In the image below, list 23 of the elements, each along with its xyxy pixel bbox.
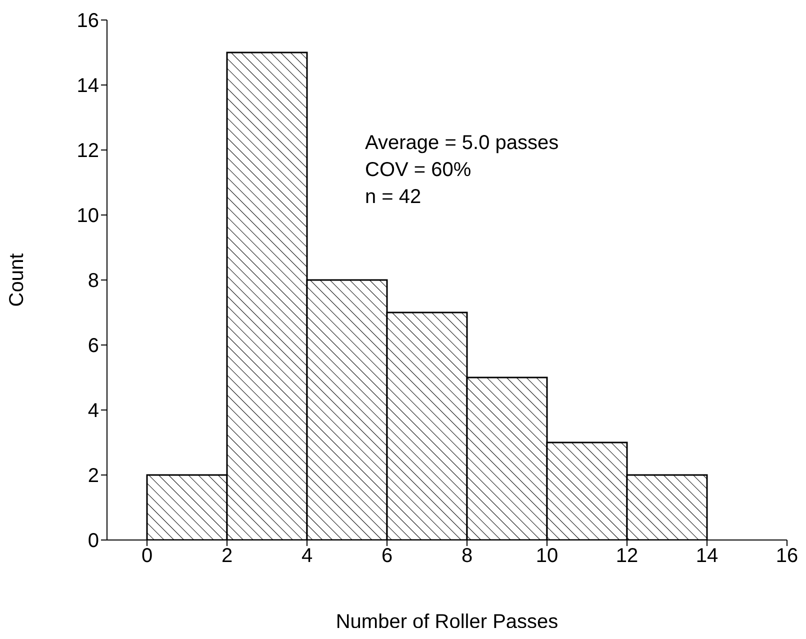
annotation: Average = 5.0 passes [365, 131, 559, 156]
x-tick-label: 10 [536, 545, 558, 568]
x-tick-label: 2 [221, 545, 233, 568]
y-tick-label: 12 [76, 140, 99, 162]
x-tick-label: 0 [141, 545, 153, 568]
annotation: n = 42 [365, 185, 422, 210]
y-tick-label: 6 [88, 335, 99, 358]
x-tick-label: 14 [696, 545, 718, 568]
x-axis-title: Number of Roller Passes [336, 611, 558, 633]
y-tick-label: 10 [76, 205, 99, 228]
y-tick-label: 14 [76, 75, 99, 98]
y-tick-label: 4 [88, 400, 99, 422]
y-tick-label: 16 [76, 10, 99, 32]
x-tick-label: 4 [301, 545, 313, 568]
y-axis-title: Count [6, 252, 28, 307]
x-tick-label: 6 [381, 545, 393, 568]
annotation: COV = 60% [365, 158, 472, 183]
y-tick-label: 0 [88, 530, 99, 552]
x-tick-label: 12 [616, 545, 638, 568]
x-tick-label: 8 [461, 545, 473, 568]
y-tick-label: 8 [88, 270, 99, 292]
x-tick-label: 16 [776, 545, 798, 568]
y-tick-label: 2 [88, 465, 99, 488]
